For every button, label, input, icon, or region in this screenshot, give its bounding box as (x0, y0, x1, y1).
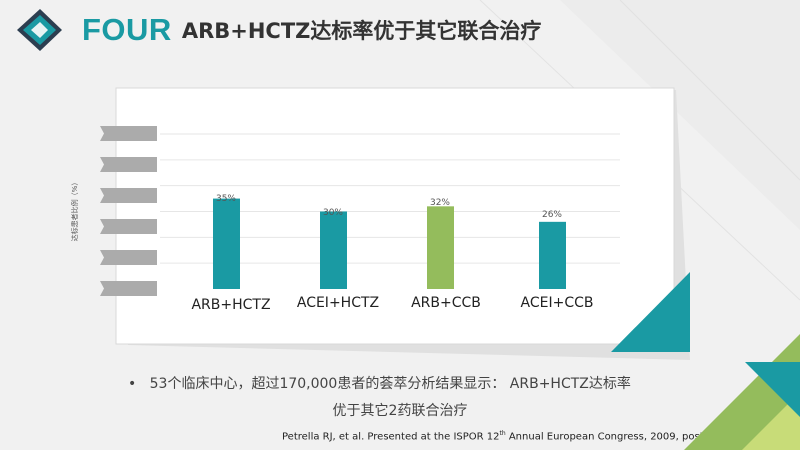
title-text: ARB+HCTZ达标率优于其它联合治疗 (181, 19, 542, 43)
bullet-icon: • (128, 376, 137, 392)
citation: Petrella RJ, et al. Presented at the ISP… (282, 430, 753, 442)
summary-line-2: 优于其它2药联合治疗 (332, 403, 468, 419)
category-label: ARB+HCTZ (191, 297, 270, 313)
summary-line-1: • 53个临床中心，超过170,000患者的荟萃分析结果显示： ARB+HCTZ… (128, 373, 631, 393)
y-axis-label: 达标患者比例（%） (70, 179, 79, 242)
bars (213, 198, 566, 289)
category-label: ARB+CCB (411, 295, 481, 311)
value-label: 30% (323, 208, 343, 218)
category-label: ACEI+CCB (521, 295, 594, 311)
teal-triangle-small (745, 362, 800, 417)
y-tab (100, 126, 157, 141)
bar-acei-hctz (320, 211, 347, 289)
value-label: 26% (542, 210, 562, 220)
y-tab (100, 188, 157, 203)
bar-arb-ccb (427, 206, 454, 289)
citation-text: Petrella RJ, et al. Presented at the ISP… (282, 431, 500, 443)
summary-text-1: 53个临床中心，超过170,000患者的荟萃分析结果显示： ARB+HCTZ达标… (149, 376, 631, 392)
value-label: 32% (430, 198, 450, 208)
citation-superscript: th (499, 430, 506, 437)
value-label: 35% (216, 194, 236, 204)
diamond-logo-icon (17, 9, 62, 51)
bar-arb-hctz (213, 198, 240, 289)
bar-acei-ccb (539, 221, 566, 289)
y-tab (100, 250, 157, 265)
category-label: ACEI+HCTZ (297, 295, 379, 311)
section-label: FOUR (82, 12, 172, 47)
teal-triangle (611, 272, 690, 352)
y-tab (100, 219, 157, 234)
chart-panel (115, 87, 675, 345)
y-axis-tabs (100, 126, 157, 296)
lightgreen-triangle (742, 392, 800, 450)
y-tab (100, 281, 157, 296)
citation-text-end: Annual European Congress, 2009, poster P… (505, 431, 753, 443)
page-title: FOUR ARB+HCTZ达标率优于其它联合治疗 (82, 10, 541, 50)
y-tab (100, 157, 157, 172)
